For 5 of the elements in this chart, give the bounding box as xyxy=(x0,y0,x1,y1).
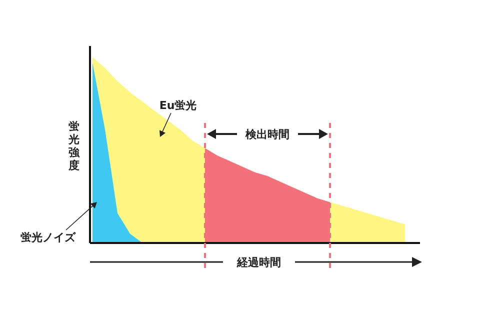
series-label: 蛍光ノイズ xyxy=(20,231,76,244)
series-label: Eu蛍光 xyxy=(159,99,197,112)
annotation: 検出時間 xyxy=(244,128,290,141)
y-axis-title: 蛍光強度 xyxy=(68,120,80,172)
x-axis-title: 経過時間 xyxy=(236,256,281,269)
